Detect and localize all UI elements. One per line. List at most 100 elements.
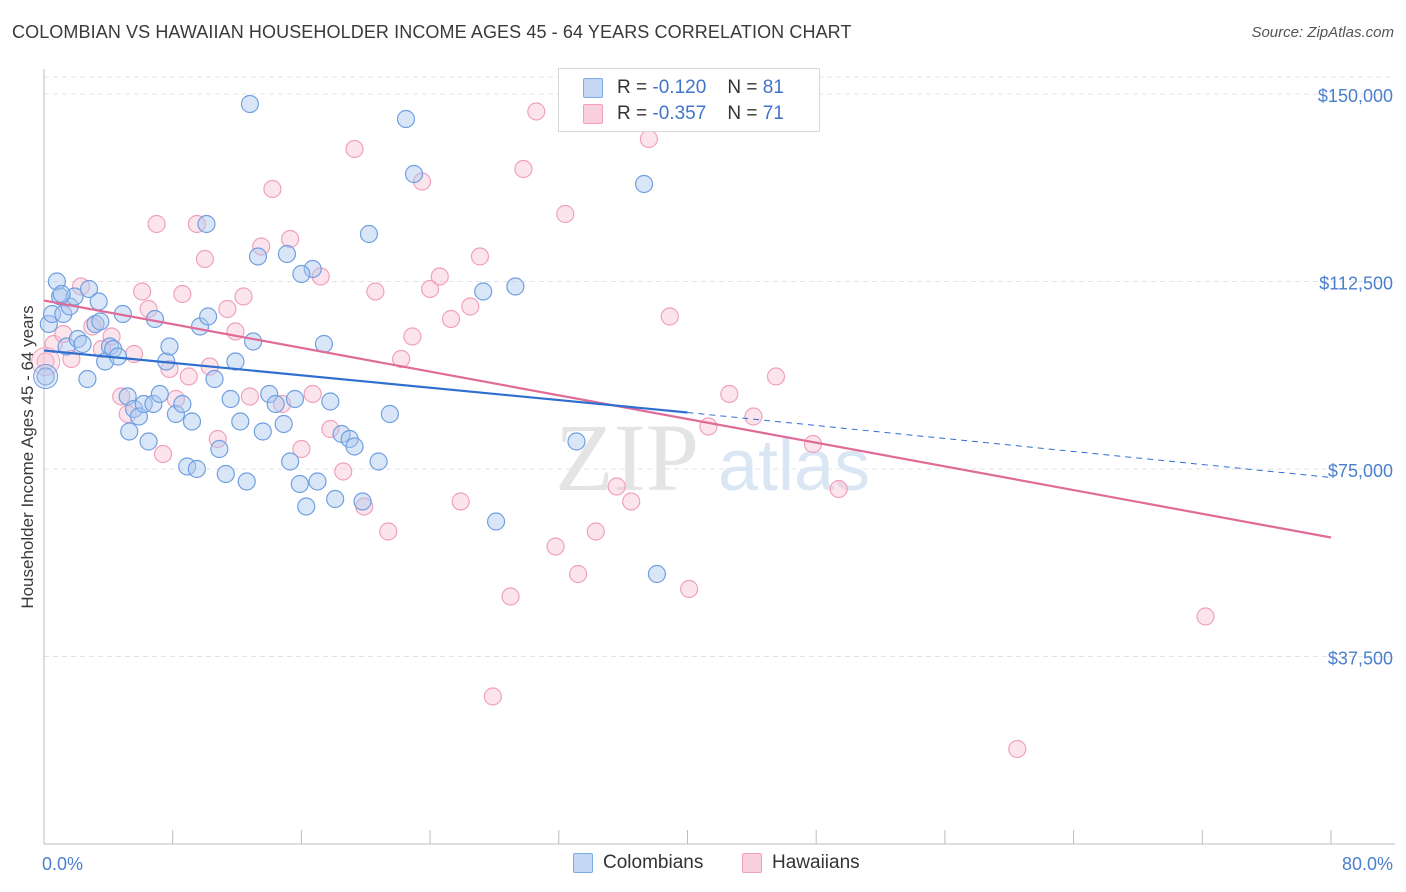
colombian-point — [205, 369, 224, 389]
colombian-point — [79, 279, 99, 299]
colombian-point — [253, 422, 272, 441]
colombians-points — [33, 94, 667, 584]
colombian-point — [68, 329, 87, 349]
y-tick-label: $112,500 — [1319, 274, 1393, 294]
hawaiian-point — [147, 214, 166, 234]
hawaiian-point — [744, 407, 763, 426]
hawaiian-point — [607, 477, 626, 496]
colombian-point — [303, 259, 322, 279]
series-swatch-pink — [742, 853, 762, 873]
colombian-point — [144, 394, 163, 414]
colombian-point — [647, 564, 667, 584]
legend-r-label: R = — [617, 77, 648, 98]
colombian-point — [634, 174, 654, 194]
hawaiian-point — [766, 367, 786, 386]
colombian-point — [567, 432, 586, 451]
colombian-point-large — [33, 364, 59, 389]
hawaiian-point — [292, 439, 311, 459]
colombian-point — [474, 282, 493, 301]
hawaiian-point — [392, 349, 411, 369]
colombians-trend-line — [43, 349, 688, 414]
hawaiian-point — [639, 129, 658, 149]
grid-lines — [44, 76, 1395, 657]
hawaiian-point — [139, 299, 158, 319]
hawaiian-point — [366, 282, 385, 301]
y-tick-label: $150,000 — [1318, 86, 1393, 106]
hawaiian-point — [829, 479, 848, 499]
colombian-point — [240, 94, 260, 114]
y-axis-title: Householder Income Ages 45 - 64 years — [18, 305, 37, 608]
colombian-point — [321, 392, 340, 411]
colombian-point — [39, 314, 58, 334]
series-swatch-blue — [573, 853, 593, 873]
hawaiian-point — [720, 384, 739, 404]
hawaiians-trend-line — [43, 299, 1332, 539]
hawaiian-point — [1196, 607, 1215, 626]
hawaiian-point — [345, 139, 364, 159]
colombian-point — [86, 314, 105, 334]
hawaiian-point — [586, 522, 605, 541]
legend-swatch-pink — [583, 104, 603, 124]
colombian-point — [187, 459, 206, 479]
colombian-point — [150, 384, 169, 404]
hawaiian-point — [501, 587, 520, 606]
legend-r-value: -0.120 — [652, 77, 707, 98]
hawaiian-point — [173, 284, 192, 304]
colombian-point — [345, 437, 364, 456]
legend-n-value: 71 — [762, 103, 784, 124]
colombian-point — [78, 369, 97, 389]
colombian-point — [396, 109, 416, 129]
colombian-point — [210, 439, 229, 459]
colombian-point — [173, 394, 192, 414]
legend-r-value: -0.357 — [652, 103, 707, 124]
hawaiian-point — [622, 492, 641, 511]
colombian-point — [73, 334, 92, 354]
hawaiian-point — [514, 159, 533, 179]
hawaiian-point — [281, 229, 300, 249]
tick-labels: $37,500 $75,000 $112,500 $150,000 0.0% 80.0% — [42, 86, 1393, 874]
colombian-point — [216, 464, 235, 484]
colombian-point — [297, 497, 316, 516]
colombian-point — [89, 292, 108, 311]
hawaiian-point — [240, 387, 260, 406]
x-tick-label-max: 80.0% — [1342, 854, 1393, 874]
hawaiian-point — [153, 444, 173, 464]
colombian-point — [274, 414, 293, 434]
hawaiian-point — [321, 419, 340, 439]
hawaiians-points — [31, 84, 1215, 759]
y-tick-label: $37,500 — [1328, 649, 1393, 669]
hawaiian-point — [556, 204, 575, 224]
colombian-point — [160, 337, 179, 356]
x-tick-label-min: 0.0% — [42, 854, 83, 874]
legend-n-value: 81 — [762, 77, 784, 98]
hawaiian-point — [379, 522, 398, 541]
colombian-point — [197, 214, 216, 234]
colombians-trend-extension — [687, 412, 1332, 478]
hawaiian-point — [470, 247, 490, 266]
hawaiian-point — [699, 417, 718, 436]
colombian-point — [198, 307, 218, 326]
colombian-point — [231, 412, 250, 431]
colombian-point — [506, 277, 525, 296]
hawaiian-point — [430, 267, 449, 286]
source-label: Source: ZipAtlas.com — [1251, 24, 1394, 41]
y-tick-label: $75,000 — [1328, 461, 1393, 481]
hawaiian-point — [660, 307, 679, 326]
hawaiian-point — [303, 384, 322, 404]
colombian-point — [237, 472, 256, 491]
colombian-point — [369, 452, 388, 471]
correlation-legend: R = -0.120 N = 81 R = -0.357 N = 71 — [558, 68, 820, 132]
hawaiian-point — [218, 299, 237, 319]
hawaiian-point — [195, 249, 214, 269]
colombian-point — [281, 452, 300, 471]
chart-title: COLOMBIAN VS HAWAIIAN HOUSEHOLDER INCOME… — [12, 22, 852, 42]
legend-n-label: N = — [727, 103, 758, 124]
legend-n-label: N = — [727, 77, 758, 98]
hawaiian-point — [451, 492, 470, 511]
colombian-point — [292, 264, 311, 284]
colombian-point — [54, 304, 73, 324]
hawaiian-point — [1008, 739, 1027, 759]
hawaiian-point — [527, 102, 546, 121]
series-label-hawaiians: Hawaiians — [772, 852, 860, 873]
